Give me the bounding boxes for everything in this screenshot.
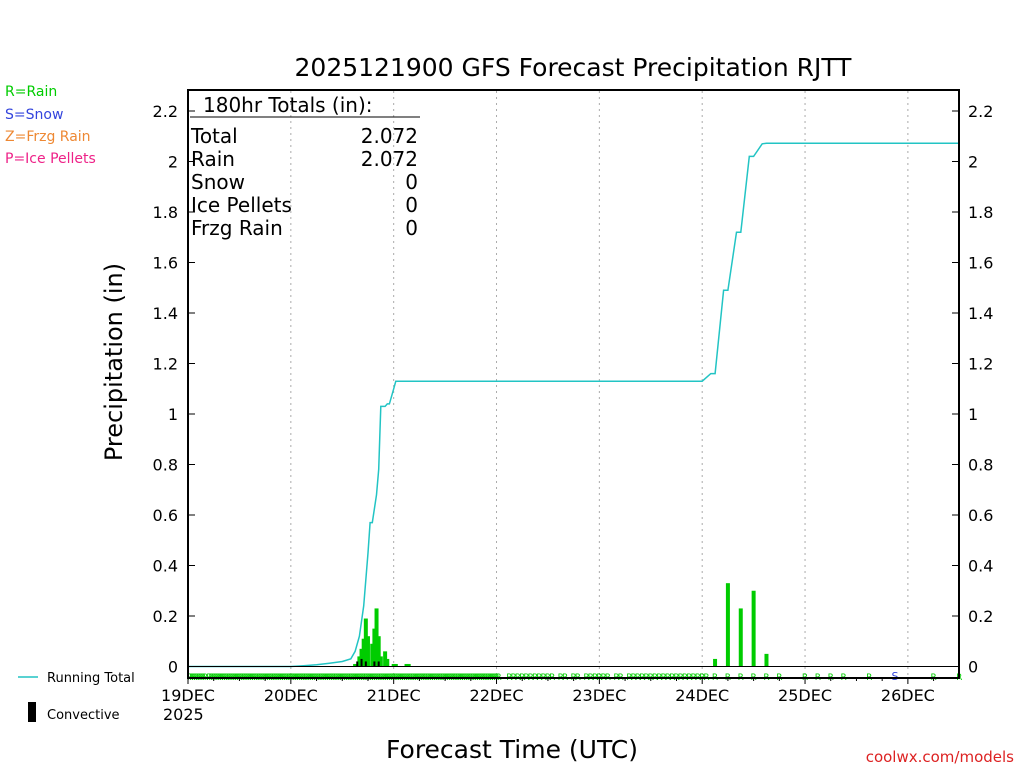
precip-bar — [385, 658, 390, 667]
precip-bar — [393, 663, 398, 667]
y-tick-label-right: 1.6 — [968, 254, 993, 273]
precip-bar — [764, 653, 769, 667]
precip-bar — [725, 583, 730, 667]
y-axis-label: Precipitation (in) — [100, 263, 128, 461]
legend-snow: S=Snow — [5, 107, 63, 123]
y-tick-label-right: 1.4 — [968, 304, 993, 323]
year-label: 2025 — [163, 705, 204, 724]
totals-value-snow: 0 — [405, 170, 418, 194]
x-tick-label: 22DEC — [470, 686, 524, 705]
precip-bar — [391, 663, 396, 667]
running-total-line — [188, 142, 960, 668]
precip-bar — [738, 608, 743, 667]
y-tick-label-right: 0 — [968, 658, 978, 677]
totals-label-frzg-rain: Frzg Rain — [191, 216, 283, 240]
snow-marker: S — [892, 670, 899, 683]
precip-bar — [376, 636, 381, 667]
legend-convective: Convective — [47, 708, 120, 723]
precip-bar — [374, 608, 379, 667]
precip-bar — [370, 643, 375, 667]
y-tick-label: 2 — [168, 153, 178, 172]
x-tick-label: 24DEC — [675, 686, 729, 705]
precip-bar — [751, 590, 756, 667]
y-tick-label-right: 0.8 — [968, 456, 993, 475]
precip-bar — [383, 651, 388, 667]
x-tick-label: 19DEC — [161, 686, 215, 705]
y-tick-label: 1.4 — [153, 304, 178, 323]
precip-bar — [372, 628, 377, 667]
running-total-polyline — [188, 142, 960, 668]
precip-bars — [353, 583, 769, 667]
watermark: coolwx.com/models — [866, 748, 1014, 766]
precip-bar — [353, 663, 358, 667]
y-tick-label: 1.2 — [153, 355, 178, 374]
totals-label-total: Total — [190, 124, 238, 148]
y-tick-label: 0.8 — [153, 456, 178, 475]
totals-label-ice-pellets: Ice Pellets — [191, 193, 292, 217]
totals-value-frzg-rain: 0 — [405, 216, 418, 240]
precip-bar — [361, 638, 366, 667]
precip-bar — [406, 663, 411, 667]
convective-bars — [356, 658, 380, 667]
x-axis-ticks: 19DEC 20DEC 21DEC 22DEC 23DEC 24DEC 25DEC 26DEC — [161, 678, 935, 705]
x-tick-label: 23DEC — [572, 686, 626, 705]
y-tick-label-right: 1.2 — [968, 355, 993, 374]
y-tick-label-right: 0.6 — [968, 506, 993, 525]
y-tick-label: 0 — [168, 658, 178, 677]
y-tick-label: 1.6 — [153, 254, 178, 273]
totals-label-rain: Rain — [191, 147, 235, 171]
y-tick-label: 0.6 — [153, 506, 178, 525]
precip-bar — [378, 656, 383, 667]
precip-bar — [357, 656, 362, 667]
y-tick-label: 1 — [168, 405, 178, 424]
x-axis-label: Forecast Time (UTC) — [386, 735, 638, 764]
precip-bar — [365, 636, 370, 667]
convective-swatch — [28, 702, 36, 722]
y-tick-label-right: 2.2 — [968, 102, 993, 121]
y-tick-label-right: 1.8 — [968, 203, 993, 222]
y-tick-label-right: 2 — [968, 153, 978, 172]
legend-ice-pellets: P=Ice Pellets — [5, 151, 96, 167]
x-tick-label: 26DEC — [881, 686, 935, 705]
totals-heading: 180hr Totals (in): — [203, 93, 373, 117]
y-tick-label: 0.2 — [153, 607, 178, 626]
y-tick-label-right: 1 — [968, 405, 978, 424]
x-tick-label: 21DEC — [367, 686, 421, 705]
chart-title: 2025121900 GFS Forecast Precipitation RJ… — [295, 53, 853, 82]
convective-bar — [373, 661, 376, 667]
totals-label-snow: Snow — [191, 170, 245, 194]
totals-value-total: 2.072 — [361, 124, 418, 148]
x-tick-label: 25DEC — [778, 686, 832, 705]
x-tick-label: 20DEC — [264, 686, 318, 705]
legend-running-total: Running Total — [47, 671, 135, 686]
precip-bar — [713, 658, 718, 667]
totals-box: 180hr Totals (in): Total 2.072 Rain 2.07… — [190, 93, 420, 240]
precip-bar — [363, 618, 368, 667]
convective-bar — [364, 661, 367, 667]
convective-bar — [360, 658, 363, 667]
y-tick-label: 0.4 — [153, 557, 178, 576]
legend-rain: R=Rain — [5, 84, 57, 100]
precip-bar — [359, 648, 364, 667]
grid-lines — [290, 91, 909, 677]
y-axis-ticks: 0 00.2 0.20.4 0.40.6 0.60.8 0.81 11.2 1.21.4 1.4… — [153, 102, 994, 677]
legend-frzg-rain: Z=Frzg Rain — [5, 129, 91, 145]
precip-bar — [404, 663, 409, 667]
y-tick-label-right: 0.4 — [968, 557, 993, 576]
y-tick-label: 2.2 — [153, 102, 178, 121]
totals-value-rain: 2.072 — [361, 147, 418, 171]
y-tick-label-right: 0.2 — [968, 607, 993, 626]
y-tick-label: 1.8 — [153, 203, 178, 222]
convective-bar — [356, 661, 359, 667]
convective-bar — [377, 661, 380, 667]
totals-value-ice-pellets: 0 — [405, 193, 418, 217]
